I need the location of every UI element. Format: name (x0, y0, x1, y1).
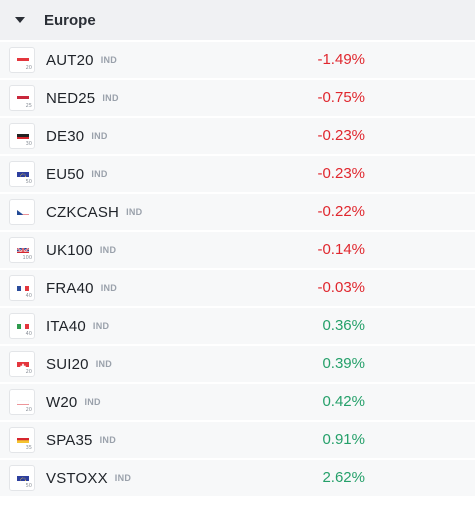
instrument-row-de30[interactable]: 30 DE30 IND -0.23% (0, 116, 475, 154)
instrument-type-tag: IND (99, 435, 116, 445)
symbol-label: CZKCASH (46, 204, 120, 221)
instrument-symbol: ITA40 IND (46, 317, 109, 336)
flag-index-number: 40 (25, 293, 32, 299)
instrument-row-spa35[interactable]: 35 SPA35 IND 0.91% (0, 420, 475, 458)
instrument-flag: 30 (9, 123, 35, 149)
instrument-row-czkcash[interactable]: CZKCASH IND -0.22% (0, 192, 475, 230)
symbol-label: ITA40 (46, 318, 86, 335)
group-title: Europe (44, 12, 96, 29)
instrument-row-uk100[interactable]: 100 UK100 IND -0.14% (0, 230, 475, 268)
france-flag-icon (17, 282, 29, 291)
italy-flag-icon (17, 320, 29, 329)
percent-change: -0.14% (317, 241, 365, 258)
instrument-flag (9, 199, 35, 225)
instrument-symbol: UK100 IND (46, 241, 116, 260)
instrument-symbol: VSTOXX IND (46, 469, 131, 488)
flag-index-number: 20 (25, 407, 32, 413)
percent-change: 0.42% (322, 393, 365, 410)
instrument-row-vstoxx[interactable]: 50 VSTOXX IND 2.62% (0, 458, 475, 496)
percent-change: -0.23% (317, 165, 365, 182)
instrument-type-tag: IND (100, 55, 118, 65)
instrument-type-tag: IND (84, 397, 101, 407)
percent-change: -0.23% (317, 127, 365, 144)
instrument-type-tag: IND (114, 473, 132, 483)
instrument-flag: 35 (9, 427, 35, 453)
instrument-row-ita40[interactable]: 40 ITA40 IND 0.36% (0, 306, 475, 344)
symbol-label: AUT20 (46, 52, 94, 69)
poland-flag-icon (17, 396, 29, 405)
percent-change: 2.62% (322, 469, 365, 486)
flag-index-number: 50 (25, 179, 32, 185)
instrument-symbol: CZKCASH IND (46, 203, 142, 222)
uk-flag-icon (17, 244, 29, 253)
symbol-label: VSTOXX (46, 470, 108, 487)
instrument-symbol: SUI20 IND (46, 355, 112, 374)
instrument-type-tag: IND (92, 321, 110, 331)
symbol-label: DE30 (46, 128, 85, 145)
instrument-type-tag: IND (102, 93, 119, 103)
instrument-row-ned25[interactable]: 25 NED25 IND -0.75% (0, 78, 475, 116)
czech-flag-icon (17, 206, 29, 215)
symbol-label: W20 (46, 394, 78, 411)
instrument-flag: 50 (9, 465, 35, 491)
instrument-type-tag: IND (126, 207, 143, 217)
flag-index-number: 40 (25, 331, 32, 337)
instrument-type-tag: IND (91, 131, 108, 141)
instrument-symbol: FRA40 IND (46, 279, 117, 298)
instrument-row-w20[interactable]: 20 W20 IND 0.42% (0, 382, 475, 420)
percent-change: 0.39% (322, 355, 365, 372)
netherlands-flag-icon (17, 92, 29, 101)
switzerland-flag-icon (17, 358, 29, 367)
instrument-type-tag: IND (95, 359, 113, 369)
symbol-label: SPA35 (46, 432, 93, 449)
eu-flag-icon (17, 472, 29, 481)
flag-index-number: 100 (22, 255, 32, 261)
instrument-type-tag: IND (100, 283, 118, 293)
instrument-list: 20 AUT20 IND -1.49% 25 NED25 IND -0.75% 30 DE30 IN… (0, 40, 475, 496)
symbol-label: FRA40 (46, 280, 94, 297)
instrument-flag: 40 (9, 275, 35, 301)
symbol-label: NED25 (46, 90, 96, 107)
spain-flag-icon (17, 434, 29, 443)
flag-index-number: 20 (25, 65, 32, 71)
instrument-type-tag: IND (91, 169, 108, 179)
flag-index-number: 20 (25, 369, 32, 375)
instrument-symbol: DE30 IND (46, 127, 108, 146)
caret-down-icon[interactable] (15, 17, 25, 23)
percent-change: -0.22% (317, 203, 365, 220)
instrument-row-eu50[interactable]: 50 EU50 IND -0.23% (0, 154, 475, 192)
flag-index-number: 30 (25, 141, 32, 147)
percent-change: -0.75% (317, 89, 365, 106)
symbol-label: SUI20 (46, 356, 89, 373)
instrument-symbol: SPA35 IND (46, 431, 116, 450)
flag-index-number: 25 (25, 103, 32, 109)
percent-change: -0.03% (317, 279, 365, 296)
percent-change: 0.36% (322, 317, 365, 334)
germany-flag-icon (17, 130, 29, 139)
flag-index-number: 50 (25, 483, 32, 489)
percent-change: -1.49% (317, 51, 365, 68)
percent-change: 0.91% (322, 431, 365, 448)
group-header-europe[interactable]: Europe (0, 0, 475, 40)
instrument-row-fra40[interactable]: 40 FRA40 IND -0.03% (0, 268, 475, 306)
instrument-flag: 20 (9, 47, 35, 73)
instrument-type-tag: IND (99, 245, 117, 255)
instrument-row-aut20[interactable]: 20 AUT20 IND -1.49% (0, 40, 475, 78)
instrument-flag: 100 (9, 237, 35, 263)
instrument-symbol: EU50 IND (46, 165, 108, 184)
symbol-label: EU50 (46, 166, 85, 183)
eu-flag-icon (17, 168, 29, 177)
instrument-flag: 40 (9, 313, 35, 339)
instrument-symbol: W20 IND (46, 393, 101, 412)
symbol-label: UK100 (46, 242, 93, 259)
instrument-symbol: AUT20 IND (46, 51, 117, 70)
flag-index-number: 35 (25, 445, 32, 451)
austria-flag-icon (17, 54, 29, 63)
instrument-symbol: NED25 IND (46, 89, 119, 108)
instrument-flag: 50 (9, 161, 35, 187)
instrument-flag: 20 (9, 351, 35, 377)
instrument-flag: 25 (9, 85, 35, 111)
instrument-flag: 20 (9, 389, 35, 415)
instrument-row-sui20[interactable]: 20 SUI20 IND 0.39% (0, 344, 475, 382)
